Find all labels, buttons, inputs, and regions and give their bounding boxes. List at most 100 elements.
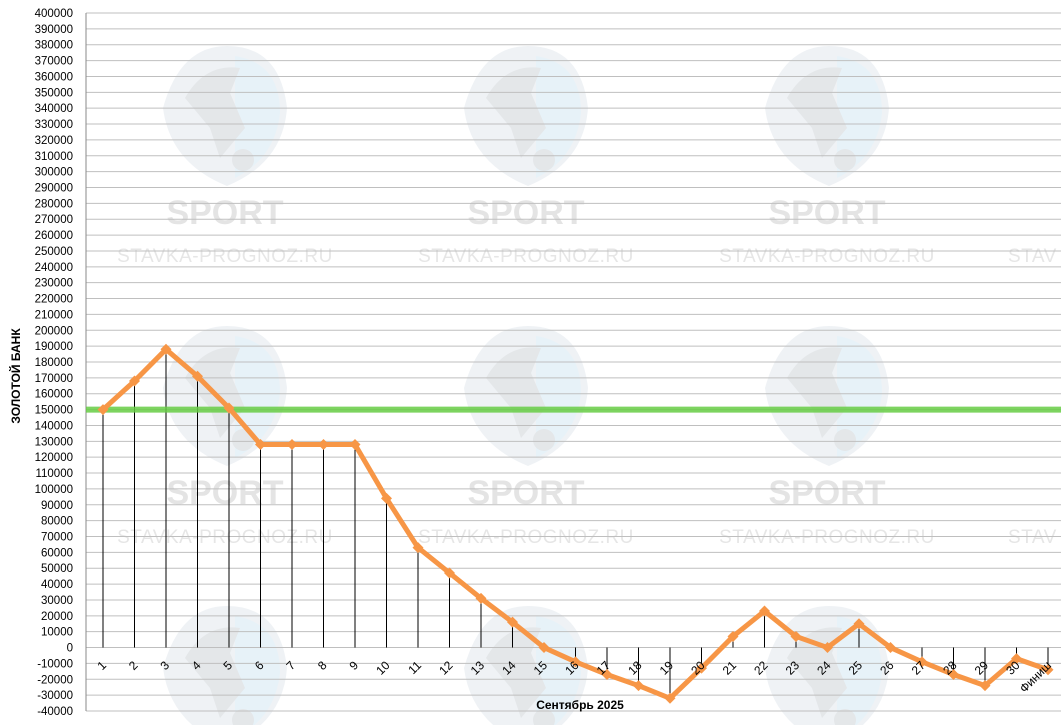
data-point	[129, 375, 140, 387]
y-tick-label: 100000	[35, 484, 73, 496]
y-tick-label: -30000	[37, 690, 73, 702]
y-tick-label: 230000	[35, 278, 73, 290]
data-point	[286, 438, 298, 450]
data-point	[633, 680, 644, 692]
data-point	[381, 492, 392, 504]
y-tick-label: 90000	[41, 500, 73, 512]
data-point	[1042, 664, 1054, 676]
y-tick-label: 240000	[35, 262, 73, 274]
y-tick-label: 250000	[35, 246, 73, 258]
y-tick-label: -20000	[37, 674, 73, 686]
y-tick-label: 200000	[35, 325, 73, 337]
watermark-sport-text: SPORT	[467, 474, 584, 512]
x-tick-label: 21	[720, 658, 740, 678]
watermark-logo	[765, 326, 889, 466]
watermark-logo	[163, 46, 287, 186]
y-tick-label: 340000	[35, 103, 73, 115]
data-point	[97, 404, 109, 416]
y-tick-label: 280000	[35, 198, 73, 210]
x-tick-label: 9	[346, 658, 361, 673]
y-tick-label: 330000	[35, 119, 73, 131]
data-point	[759, 605, 770, 617]
watermark-logo	[464, 46, 588, 186]
data-point	[475, 592, 487, 604]
watermark-sport-text: SPORT	[768, 194, 885, 232]
data-point	[664, 692, 676, 704]
data-point	[853, 618, 865, 630]
watermark-site-text: STAVKA-PROGNOZ.RU	[418, 246, 634, 267]
watermark-logo	[163, 326, 287, 466]
watermark-site-text: STAVKA-PROGNOZ.RU	[117, 527, 333, 548]
data-point	[570, 656, 581, 668]
data-point	[979, 680, 991, 692]
x-tick-label: 10	[373, 658, 393, 678]
watermark-site-text: STAVKA-PROGNOZ.RU	[719, 527, 935, 548]
x-axis-title: Сентябрь 2025	[536, 698, 624, 712]
data-point	[727, 630, 739, 642]
watermark-logo	[464, 326, 588, 466]
data-point	[192, 370, 203, 382]
data-point	[538, 642, 550, 654]
data-point	[885, 642, 896, 654]
y-tick-label: 210000	[35, 309, 73, 321]
watermark-site-text-partial: STAV	[1008, 246, 1057, 267]
x-tick-label: 19	[657, 658, 677, 678]
watermark-sport-text: SPORT	[768, 474, 885, 512]
y-tick-label: 220000	[35, 294, 73, 306]
data-point	[223, 402, 235, 414]
y-tick-label: 80000	[41, 516, 73, 528]
watermark-logo	[765, 46, 889, 186]
y-tick-label: 300000	[35, 167, 73, 179]
y-tick-label: 140000	[35, 420, 73, 432]
data-point	[160, 343, 172, 355]
y-tick-label: 370000	[35, 56, 73, 68]
y-tick-label: 0	[67, 643, 73, 655]
y-tick-label: 150000	[35, 405, 73, 417]
y-tick-label: 350000	[35, 87, 73, 99]
y-tick-label: -10000	[37, 658, 73, 670]
y-tick-label: 70000	[41, 532, 73, 544]
watermark-site-text: STAVKA-PROGNOZ.RU	[117, 246, 333, 267]
y-tick-label: 380000	[35, 40, 73, 52]
y-tick-label: 390000	[35, 24, 73, 36]
y-tick-label: 190000	[35, 341, 73, 353]
watermark-site-text-partial: STAV	[1008, 527, 1057, 548]
y-tick-label: 270000	[35, 214, 73, 226]
x-tick-label: 1	[94, 658, 109, 673]
data-point	[255, 438, 266, 450]
y-axis-tick-labels: -40000 -30000 -20000 -10000 0 10000 20000 30000…	[35, 8, 73, 718]
y-tick-label: 10000	[41, 627, 73, 639]
y-tick-label: 160000	[35, 389, 73, 401]
y-tick-label: 130000	[35, 436, 73, 448]
y-tick-label: 310000	[35, 151, 73, 163]
data-point	[822, 642, 833, 654]
y-tick-label: 180000	[35, 357, 73, 369]
y-tick-label: -40000	[37, 706, 73, 718]
y-tick-label: 50000	[41, 563, 73, 575]
x-tick-label: 29	[972, 658, 992, 678]
series-layer	[97, 343, 1054, 704]
data-point	[601, 669, 613, 681]
drop-lines	[102, 349, 1049, 699]
y-tick-label: 110000	[35, 468, 73, 480]
y-tick-label: 40000	[41, 579, 73, 591]
data-point	[1011, 653, 1022, 665]
watermark-site-text: STAVKA-PROGNOZ.RU	[418, 527, 634, 548]
data-point	[790, 630, 802, 642]
y-tick-label: 360000	[35, 71, 73, 83]
watermark-sport-text: SPORT	[166, 474, 283, 512]
data-point	[349, 438, 361, 450]
x-tick-label: 18	[625, 658, 645, 678]
y-tick-label: 170000	[35, 373, 73, 385]
y-tick-label: 60000	[41, 547, 73, 559]
x-tick-label: 12	[436, 658, 456, 678]
x-tick-label: 8	[315, 658, 330, 673]
data-point	[948, 669, 959, 681]
data-point	[444, 567, 455, 579]
watermark-sport-text: SPORT	[166, 194, 283, 232]
y-tick-label: 400000	[35, 8, 73, 20]
watermark-sport-text: SPORT	[467, 194, 584, 232]
y-tick-label: 290000	[35, 183, 73, 195]
